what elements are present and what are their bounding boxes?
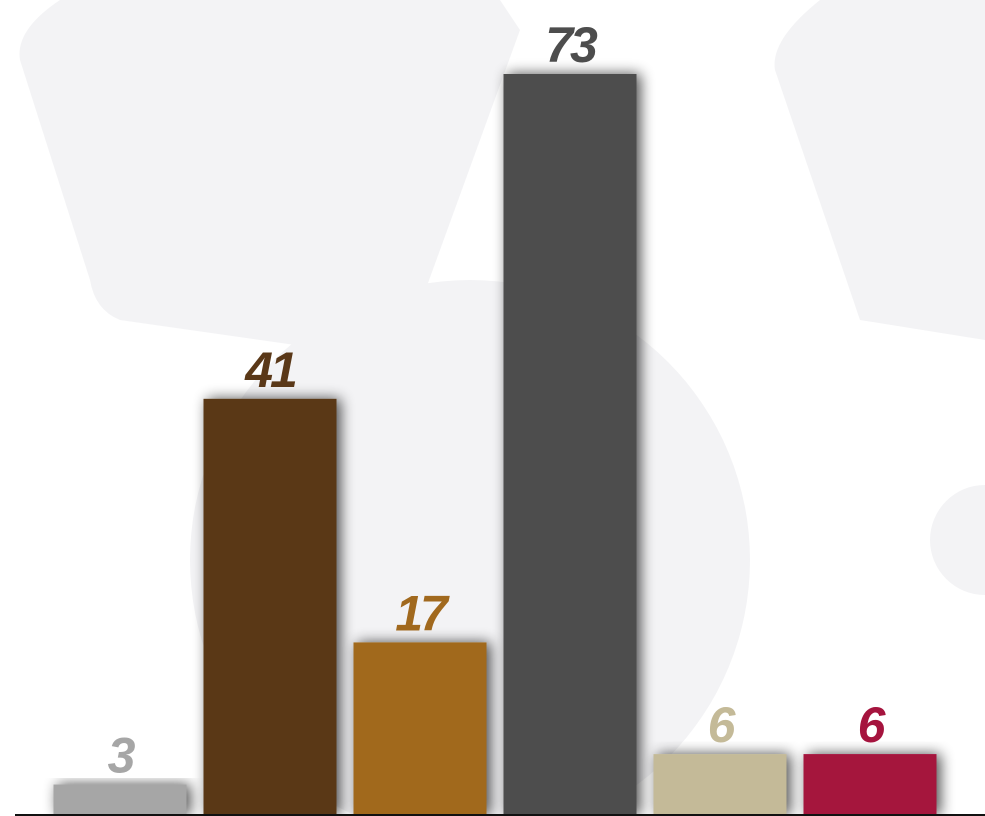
- bar: [503, 74, 637, 815]
- bar: [653, 754, 787, 815]
- value-label: 41: [244, 342, 296, 398]
- bar: [353, 642, 487, 815]
- value-label: 73: [545, 17, 598, 73]
- value-label: 17: [395, 585, 450, 641]
- bar: [203, 398, 337, 815]
- background-decoration: [19, 0, 985, 816]
- value-label: 3: [108, 728, 136, 784]
- bar: [53, 784, 187, 815]
- bar: [803, 754, 937, 815]
- value-label: 6: [858, 697, 887, 753]
- value-label: 6: [708, 697, 737, 753]
